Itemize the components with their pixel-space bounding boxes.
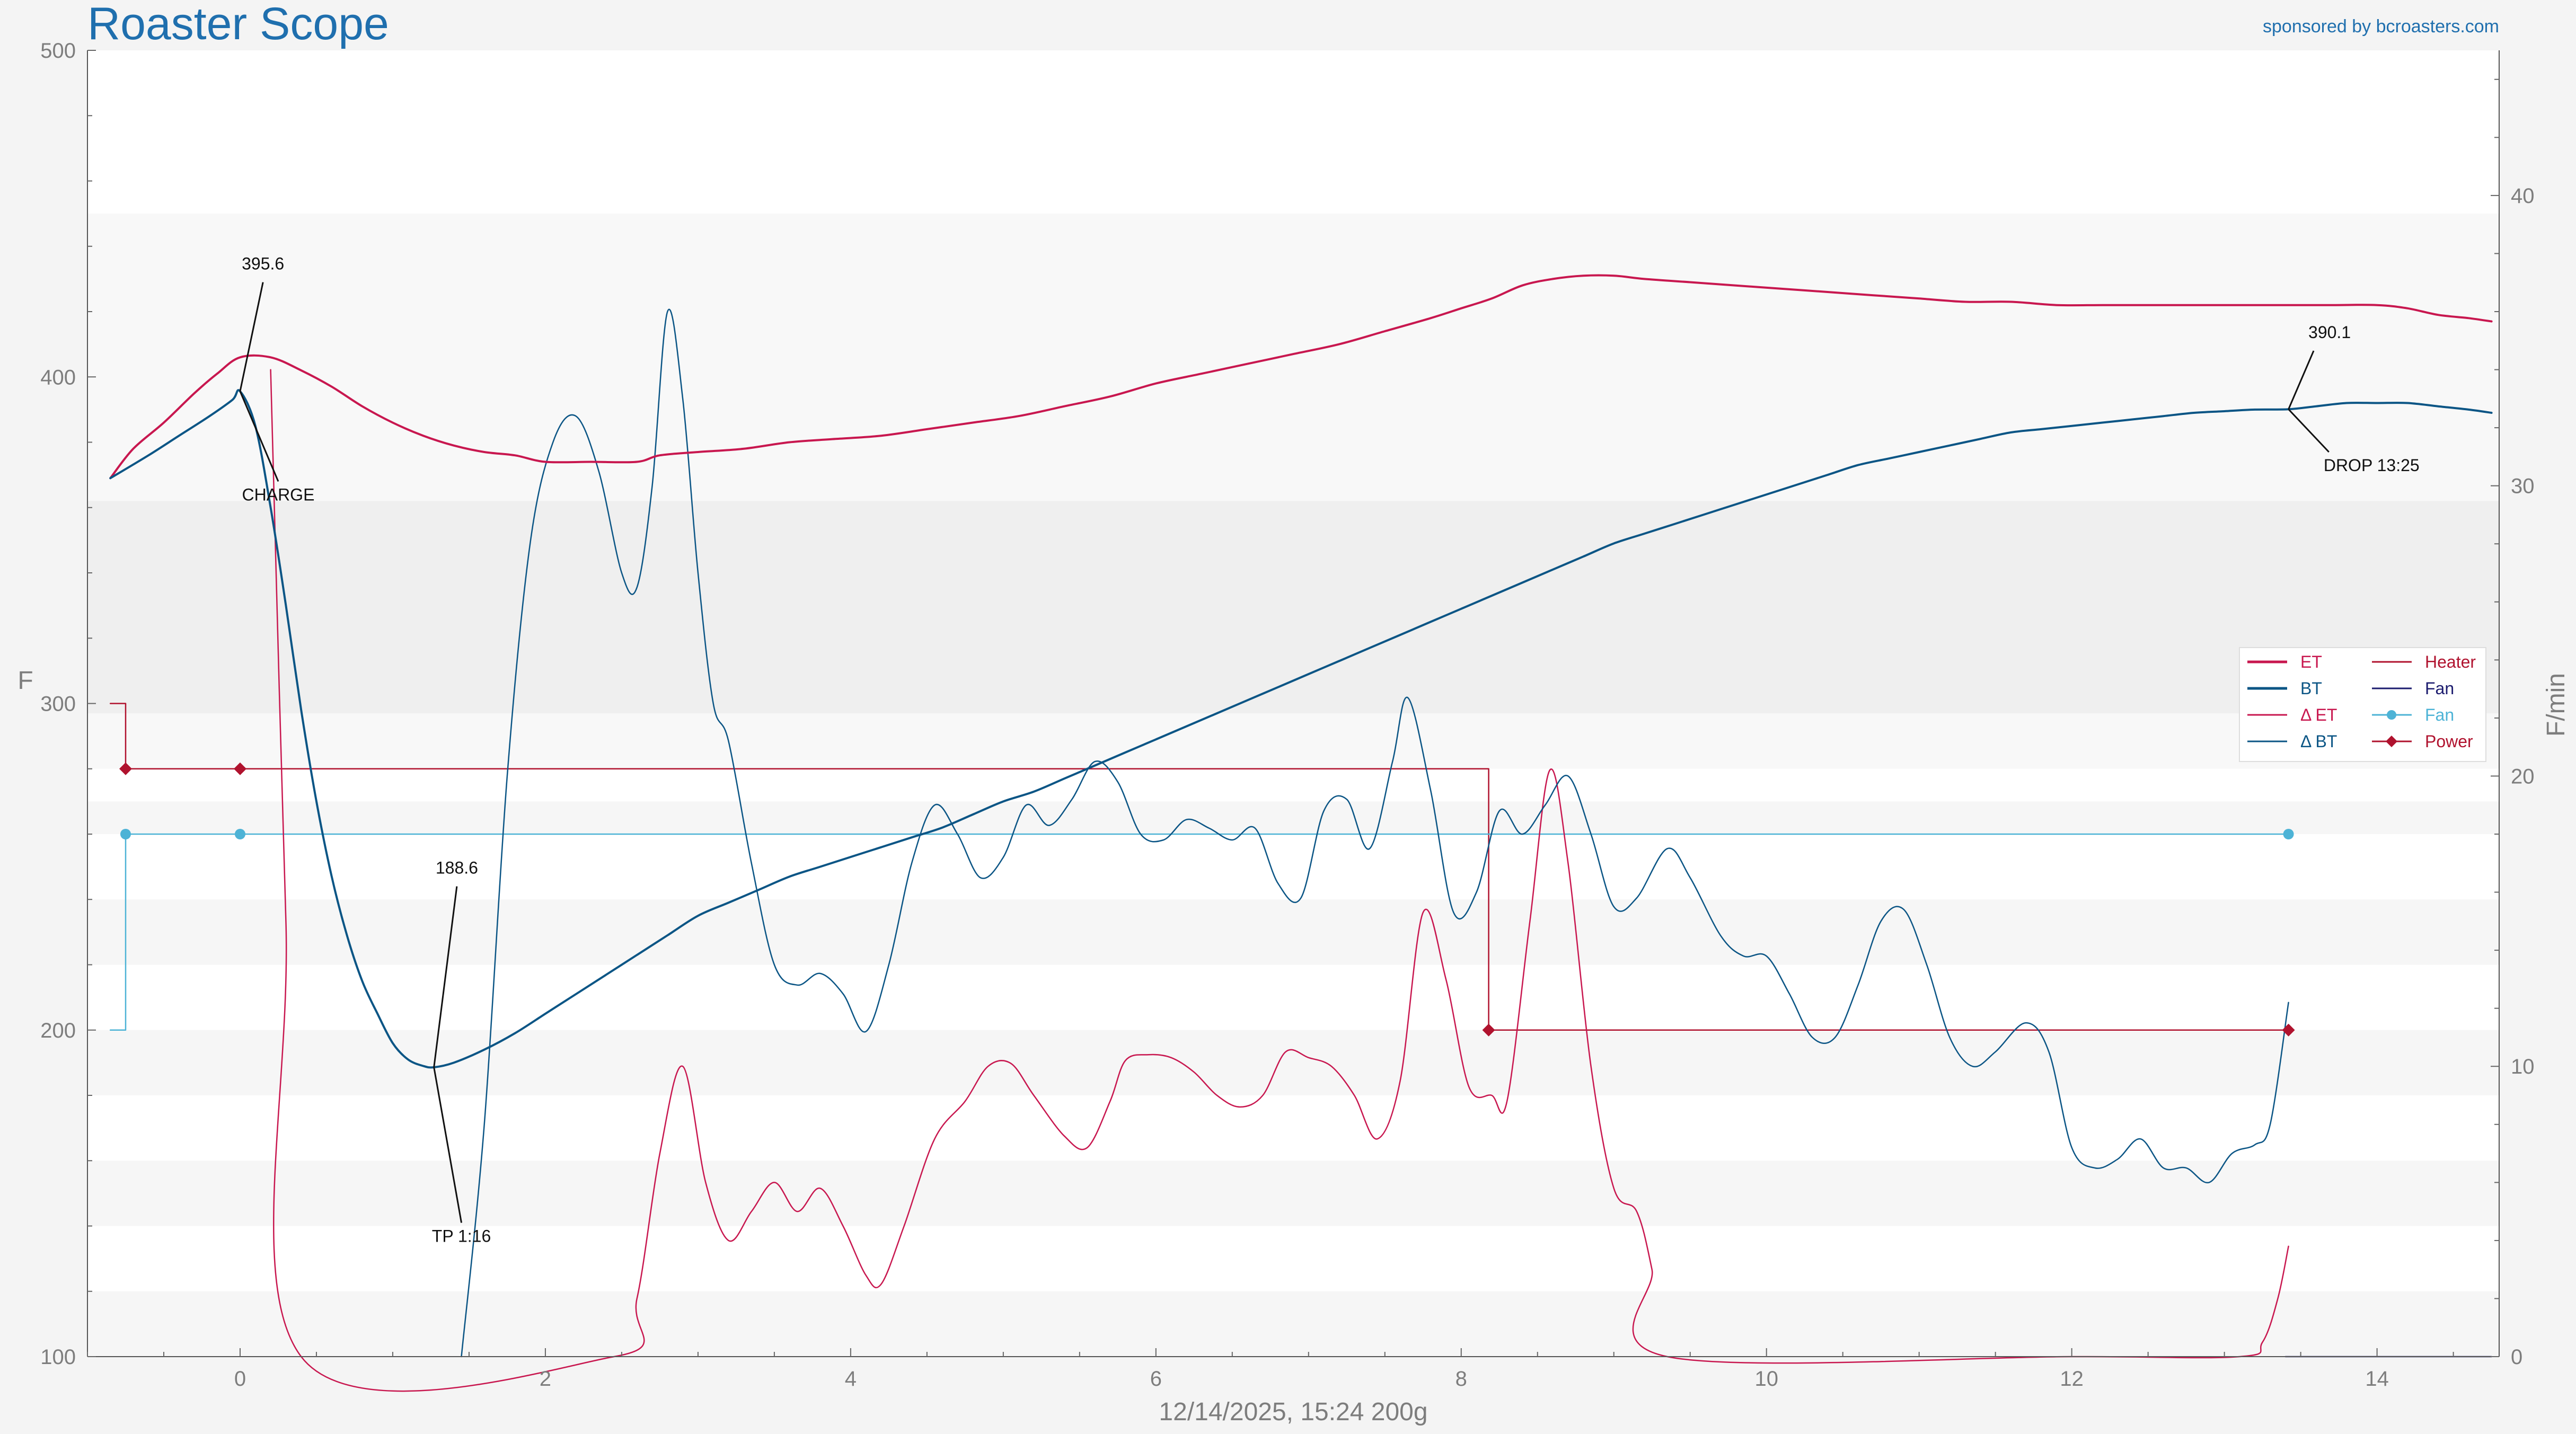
annotation-leader	[239, 391, 279, 482]
power-marker	[1482, 1023, 1495, 1037]
y-tick-label-right: 20	[2511, 765, 2535, 788]
legend-label-power: Power	[2425, 732, 2473, 751]
y-tick-label-left: 100	[40, 1346, 76, 1369]
y-tick-label-left: 500	[40, 39, 76, 63]
legend-label-delta-bt: Δ BT	[2300, 732, 2337, 751]
series-heater	[109, 703, 2289, 1031]
x-tick-label: 10	[1754, 1367, 1778, 1391]
x-tick-label: 2	[540, 1367, 551, 1391]
power-marker	[233, 762, 246, 775]
series-fan	[109, 833, 2289, 1031]
annotation-leader	[433, 1067, 463, 1223]
annotation-leader	[2288, 350, 2315, 410]
annotation-label: TP 1:16	[432, 1226, 491, 1245]
legend-dot-fan	[2387, 710, 2396, 720]
x-tick-label: 0	[234, 1367, 246, 1391]
legend-label-fan: Fan	[2425, 705, 2454, 724]
fan-marker	[234, 829, 245, 839]
y-tick-label-right: 40	[2511, 184, 2535, 208]
x-tick-label: 4	[845, 1367, 857, 1391]
annotation-leader	[2288, 409, 2330, 453]
y-axis-title-right: F/min	[2542, 673, 2570, 737]
plot-band	[87, 1030, 2499, 1095]
y-tick-label-left: 200	[40, 1019, 76, 1042]
legend-box	[2239, 647, 2486, 762]
plot-band	[87, 1291, 2499, 1357]
plot-band	[87, 899, 2499, 965]
x-tick-label: 6	[1150, 1367, 1162, 1391]
y-tick-label-right: 0	[2511, 1346, 2522, 1369]
legend-label-bt: BT	[2300, 679, 2322, 698]
annotation-label: 395.6	[242, 254, 284, 273]
plot-band	[87, 1161, 2499, 1226]
plot-bands	[87, 50, 2499, 1357]
y-tick-label-left: 300	[40, 693, 76, 716]
x-tick-label: 12	[2060, 1367, 2084, 1391]
x-tick-label: 14	[2365, 1367, 2389, 1391]
series-bt	[109, 389, 2493, 1069]
legend-label-fan-setting: Fan	[2425, 679, 2454, 698]
annotation-label: DROP 13:25	[2324, 456, 2420, 475]
y-tick-label-right: 10	[2511, 1055, 2535, 1078]
annotation-label: 188.6	[436, 858, 478, 878]
legend[interactable]: ET BT Δ ET Δ BT Heater Fan Fan Power	[2239, 647, 2486, 762]
y-tick-label-left: 400	[40, 366, 76, 389]
plot-band	[87, 214, 2499, 501]
annotation-layer: 395.6 CHARGE 188.6 TP 1:16 390.1 DROP 13:25	[239, 254, 2420, 1245]
plot-band	[87, 713, 2499, 769]
plot-band	[87, 501, 2499, 713]
y-tick-label-right: 30	[2511, 475, 2535, 498]
legend-diamond-power	[2386, 736, 2397, 747]
series-delta-bt	[461, 308, 2289, 1358]
annotation-leader	[433, 886, 458, 1068]
x-tick-label: 8	[1455, 1367, 1467, 1391]
series-delta-et	[270, 369, 2289, 1392]
annotation-label: CHARGE	[242, 485, 315, 504]
annotation-leader	[239, 282, 264, 392]
legend-label-et: ET	[2300, 652, 2322, 671]
power-marker	[2282, 1023, 2295, 1037]
x-axis-title: 12/14/2025, 15:24 200g	[1159, 1398, 1427, 1426]
fan-marker	[2283, 829, 2294, 839]
fan-marker	[120, 829, 131, 839]
y-axis-title-left: F	[17, 667, 33, 695]
markers-layer	[119, 762, 2295, 1037]
plot-band	[87, 801, 2499, 834]
legend-label-delta-et: Δ ET	[2300, 705, 2337, 724]
series-et	[109, 274, 2493, 480]
power-marker	[119, 762, 132, 775]
legend-label-heater: Heater	[2425, 652, 2476, 671]
chart-title: Roaster Scope	[87, 0, 389, 49]
annotation-label: 390.1	[2308, 323, 2351, 342]
sponsor-link[interactable]: sponsored by bcroasters.com	[2263, 16, 2499, 37]
